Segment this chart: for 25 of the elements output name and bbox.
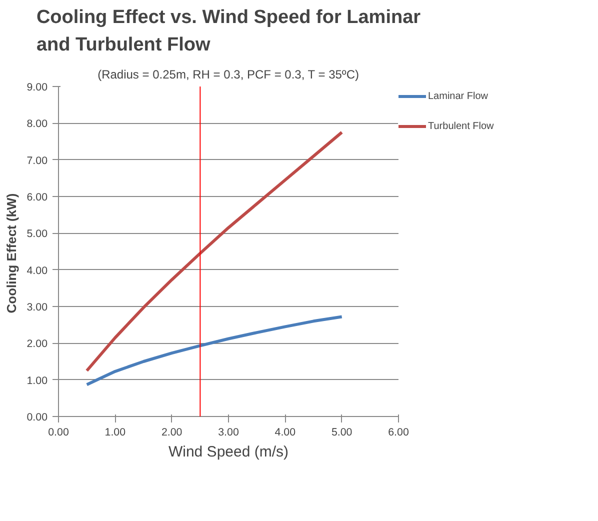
x-tick-label: 5.00	[331, 426, 352, 438]
x-tick-label: 2.00	[161, 426, 182, 438]
chart-subtitle: (Radius = 0.25m, RH = 0.3, PCF = 0.3, T = 35ºC)	[98, 68, 359, 82]
y-tick-label: 3.00	[26, 302, 48, 314]
line-series	[85, 130, 344, 372]
x-tick-label: 4.00	[274, 426, 296, 438]
y-tick-label: 2.00	[26, 338, 48, 350]
y-tick-label: 1.00	[26, 374, 48, 387]
y-tick-label: 8.00	[26, 118, 48, 130]
line-series	[85, 315, 344, 386]
x-tick-label: 6.00	[388, 426, 409, 438]
y-tick-label: 7.00	[26, 154, 48, 167]
y-tick-label: 5.00	[26, 228, 48, 240]
legend-label: Laminar Flow	[428, 90, 488, 102]
chart-title: Cooling Effect vs. Wind Speed for Laminar and Turbulent Flow	[36, 7, 422, 56]
y-tick-label: 4.00	[26, 264, 48, 277]
y-axis-title: Cooling Effect (kW)	[4, 193, 19, 314]
y-tick-label: 9.00	[26, 82, 48, 94]
legend-label: Turbulent Flow	[428, 120, 494, 132]
y-tick-label: 6.00	[26, 192, 48, 204]
x-tick-label: 3.00	[218, 426, 239, 438]
x-axis-title: Wind Speed (m/s)	[168, 444, 289, 460]
x-tick-label: 0.00	[48, 426, 69, 438]
x-tick-label: 1.00	[104, 426, 126, 438]
y-tick-label: 0.00	[26, 412, 48, 424]
